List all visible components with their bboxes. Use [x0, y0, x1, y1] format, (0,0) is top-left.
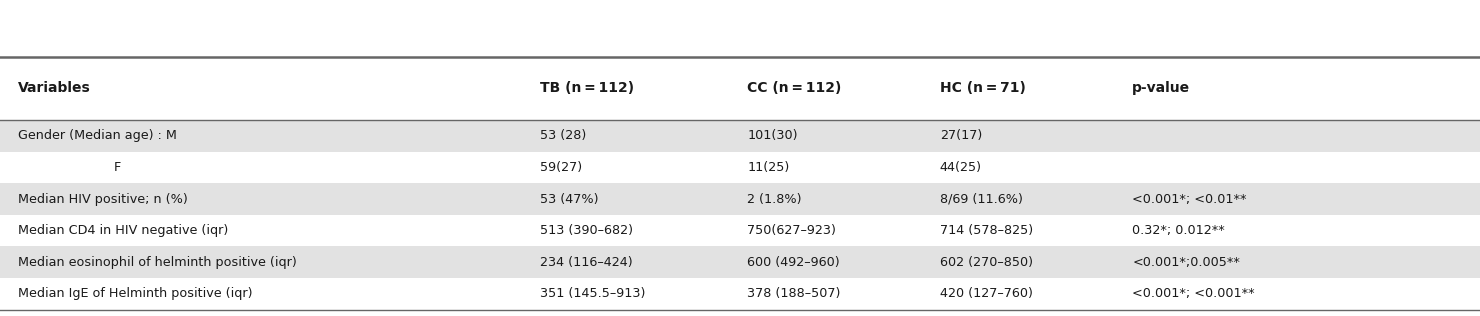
Text: Median HIV positive; n (%): Median HIV positive; n (%) [18, 192, 188, 206]
Bar [0, 246, 1480, 278]
Text: 11(25): 11(25) [747, 161, 790, 174]
Text: 8/69 (11.6%): 8/69 (11.6%) [940, 192, 1023, 206]
Text: Median IgE of Helminth positive (iqr): Median IgE of Helminth positive (iqr) [18, 287, 252, 301]
Text: F: F [18, 161, 121, 174]
Bar [0, 278, 1480, 310]
Text: 53 (47%): 53 (47%) [540, 192, 599, 206]
Text: p-value: p-value [1132, 82, 1190, 95]
Bar [0, 152, 1480, 183]
Text: Median eosinophil of helminth positive (iqr): Median eosinophil of helminth positive (… [18, 256, 296, 269]
Bar [0, 183, 1480, 215]
Text: 714 (578–825): 714 (578–825) [940, 224, 1033, 237]
Text: 602 (270–850): 602 (270–850) [940, 256, 1033, 269]
Text: 351 (145.5–913): 351 (145.5–913) [540, 287, 645, 301]
Text: 420 (127–760): 420 (127–760) [940, 287, 1033, 301]
Text: 513 (390–682): 513 (390–682) [540, 224, 633, 237]
Text: HC (n = 71): HC (n = 71) [940, 82, 1026, 95]
Text: <0.001*;0.005**: <0.001*;0.005** [1132, 256, 1240, 269]
Text: Gender (Median age) : M: Gender (Median age) : M [18, 129, 176, 143]
Text: CC (n = 112): CC (n = 112) [747, 82, 842, 95]
Bar [0, 215, 1480, 246]
Text: 2 (1.8%): 2 (1.8%) [747, 192, 802, 206]
Text: 44(25): 44(25) [940, 161, 981, 174]
Text: 378 (188–507): 378 (188–507) [747, 287, 841, 301]
Text: 27(17): 27(17) [940, 129, 983, 143]
Text: 53 (28): 53 (28) [540, 129, 586, 143]
Text: Variables: Variables [18, 82, 90, 95]
Text: 0.32*; 0.012**: 0.32*; 0.012** [1132, 224, 1225, 237]
Text: 600 (492–960): 600 (492–960) [747, 256, 841, 269]
Bar [0, 120, 1480, 152]
Text: <0.001*; <0.001**: <0.001*; <0.001** [1132, 287, 1255, 301]
Text: 234 (116–424): 234 (116–424) [540, 256, 633, 269]
Text: TB (n = 112): TB (n = 112) [540, 82, 635, 95]
Text: 101(30): 101(30) [747, 129, 798, 143]
Text: Median CD4 in HIV negative (iqr): Median CD4 in HIV negative (iqr) [18, 224, 228, 237]
Text: 59(27): 59(27) [540, 161, 582, 174]
Text: <0.001*; <0.01**: <0.001*; <0.01** [1132, 192, 1246, 206]
Text: 750(627–923): 750(627–923) [747, 224, 836, 237]
